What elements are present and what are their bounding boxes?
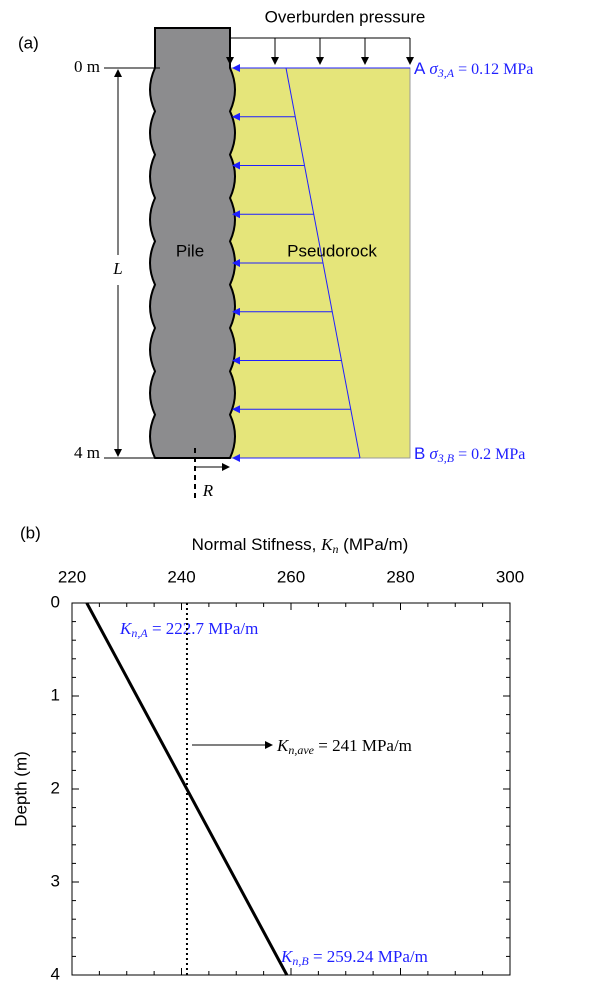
y-axis-label: Depth (m): [11, 751, 30, 827]
x-tick-label: 300: [496, 567, 524, 586]
annotation-text: = 259.24 MPa/m: [309, 947, 428, 966]
subscript: 3,B: [437, 451, 455, 465]
plot-frame: [71, 602, 511, 976]
depth-label: 0 m: [74, 57, 100, 76]
length-symbol: L: [112, 259, 122, 278]
subscript: n,A: [131, 626, 148, 640]
point-name: B: [414, 444, 425, 463]
symbol: K: [320, 535, 334, 554]
annotation: Kn,B = 259.24 MPa/m: [280, 947, 428, 968]
depth-label: 4 m: [74, 443, 100, 462]
data-line: [85, 602, 289, 976]
panel-b: (b) Normal Stifness, Kn (MPa/m) Depth (m…: [11, 523, 524, 983]
y-tick-label: 3: [51, 871, 60, 890]
subscript: n,B: [292, 954, 309, 968]
annotation: Kn,ave = 241 MPa/m: [276, 736, 412, 757]
x-tick-label: 260: [277, 567, 305, 586]
symbol: σ: [429, 59, 438, 78]
x-axis-label: Normal Stifness, Kn (MPa/m): [192, 535, 409, 556]
x-tick-label: 240: [167, 567, 195, 586]
symbol: K: [119, 619, 133, 638]
panel-label: (b): [20, 523, 41, 542]
subscript: n,ave: [288, 743, 314, 757]
subscript: 3,A: [437, 66, 455, 80]
load-label: Overburden pressure: [265, 7, 426, 26]
panel-label: (a): [18, 33, 39, 52]
y-tick-label: 4: [51, 964, 60, 983]
unit: (MPa/m): [338, 535, 408, 554]
soil-label: Pseudorock: [287, 241, 377, 260]
symbol: K: [276, 736, 290, 755]
point-name: A: [414, 59, 426, 78]
y-tick-label: 2: [51, 778, 60, 797]
symbol: σ: [429, 444, 438, 463]
panel-a: (a) Overburden pressure 0 m 4 m L R Pile…: [18, 7, 533, 502]
radius-symbol: R: [202, 481, 214, 500]
pile-label: Pile: [176, 241, 204, 260]
label-text: Normal Stifness,: [192, 535, 321, 554]
symbol: K: [280, 947, 294, 966]
x-tick-label: 220: [58, 567, 86, 586]
x-tick-label: 280: [386, 567, 414, 586]
y-tick-label: 1: [51, 685, 60, 704]
annotation-text: = 241 MPa/m: [314, 736, 412, 755]
value-text: = 0.2 MPa: [454, 446, 525, 463]
subscript: n: [332, 542, 338, 556]
value-text: = 0.12 MPa: [454, 61, 533, 78]
pile: [149, 27, 236, 459]
annotation: Kn,A = 222.7 MPa/m: [119, 619, 258, 640]
y-tick-label: 0: [51, 592, 60, 611]
annotation-text: = 222.7 MPa/m: [148, 619, 259, 638]
